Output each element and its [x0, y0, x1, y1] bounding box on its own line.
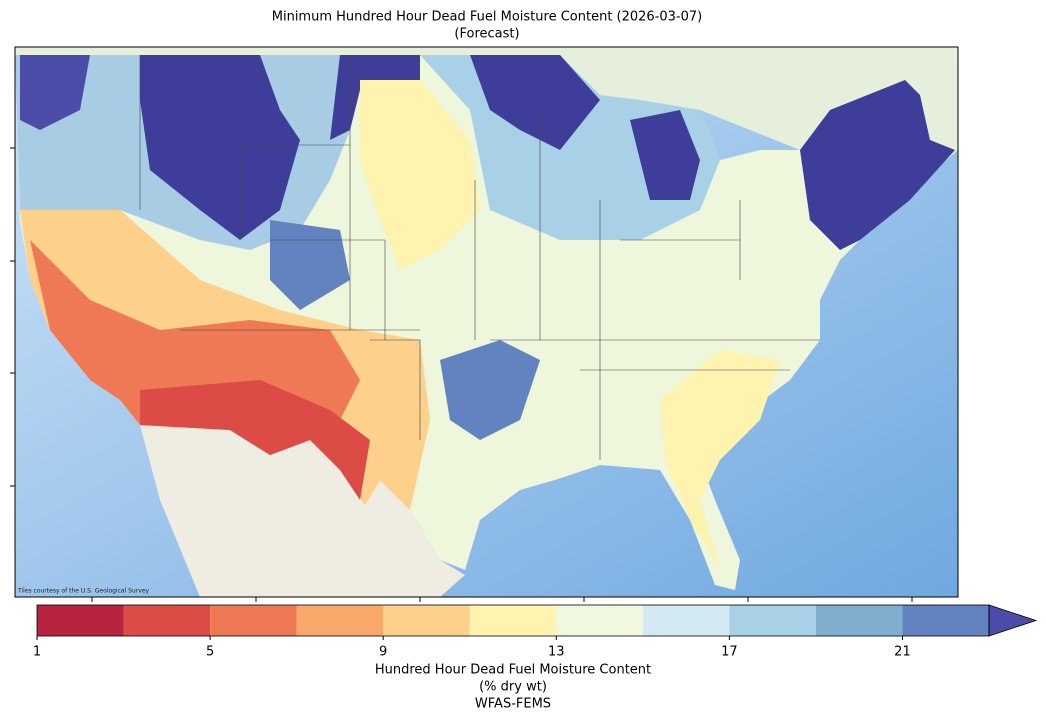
montana-wet — [330, 55, 420, 140]
colorbar-bin — [296, 605, 384, 636]
colorbar-bin — [642, 605, 730, 636]
colorbar-bin — [902, 605, 989, 636]
colorbar-frame — [36, 604, 990, 637]
colorbar-bin — [815, 605, 903, 636]
colorbar: 1 5 9 13 17 21 Hundred Hour Dead Fuel Moisture… — [33, 604, 1038, 712]
map-title: Minimum Hundred Hour Dead Fuel Moisture … — [272, 10, 703, 25]
colorbar-bin — [556, 605, 643, 636]
michigan-wet — [630, 110, 700, 200]
arizona-driest — [140, 380, 370, 500]
northern-rockies-wet — [140, 55, 300, 240]
colorbar-bin — [123, 605, 211, 636]
colorbar-tick-label: 17 — [721, 645, 738, 660]
colorbar-label: Hundred Hour Dead Fuel Moisture Content — [375, 663, 651, 678]
southeast-dry — [660, 350, 780, 570]
mexico — [140, 425, 465, 597]
colorbar-label: (% dry wt) — [479, 680, 547, 695]
lake-superior-wet — [470, 55, 600, 150]
northeast-wet — [800, 80, 955, 250]
colorbar-tick-label: 5 — [206, 645, 214, 660]
colorado-wet — [270, 220, 350, 310]
colorbar-bin — [469, 605, 557, 636]
state-borders — [139, 55, 820, 460]
colorbar-bin — [729, 605, 816, 636]
map: Tiles courtesy of the U.S. Geological Su… — [10, 46, 959, 602]
colorbar-extend — [988, 604, 1038, 637]
colorbar-tick-label: 13 — [548, 645, 565, 660]
colorbar-tick-label: 21 — [894, 645, 911, 660]
texas-wet — [440, 340, 540, 440]
northwest-coast-wet — [20, 55, 90, 130]
map-frame — [14, 46, 959, 598]
plains-dry — [360, 80, 480, 270]
frame-ticks — [10, 147, 913, 602]
colorbar-label: WFAS-FEMS — [475, 697, 551, 712]
map-subtitle: (Forecast) — [454, 27, 519, 42]
colorbar-bin — [37, 605, 124, 636]
colorbar-bin — [383, 605, 470, 636]
colorbar-tick-label: 1 — [33, 645, 41, 660]
colorbar-bin — [210, 605, 297, 636]
canada — [15, 47, 958, 200]
colorbar-tick-label: 9 — [379, 645, 387, 660]
tile-attribution: Tiles courtesy of the U.S. Geological Su… — [17, 588, 149, 595]
